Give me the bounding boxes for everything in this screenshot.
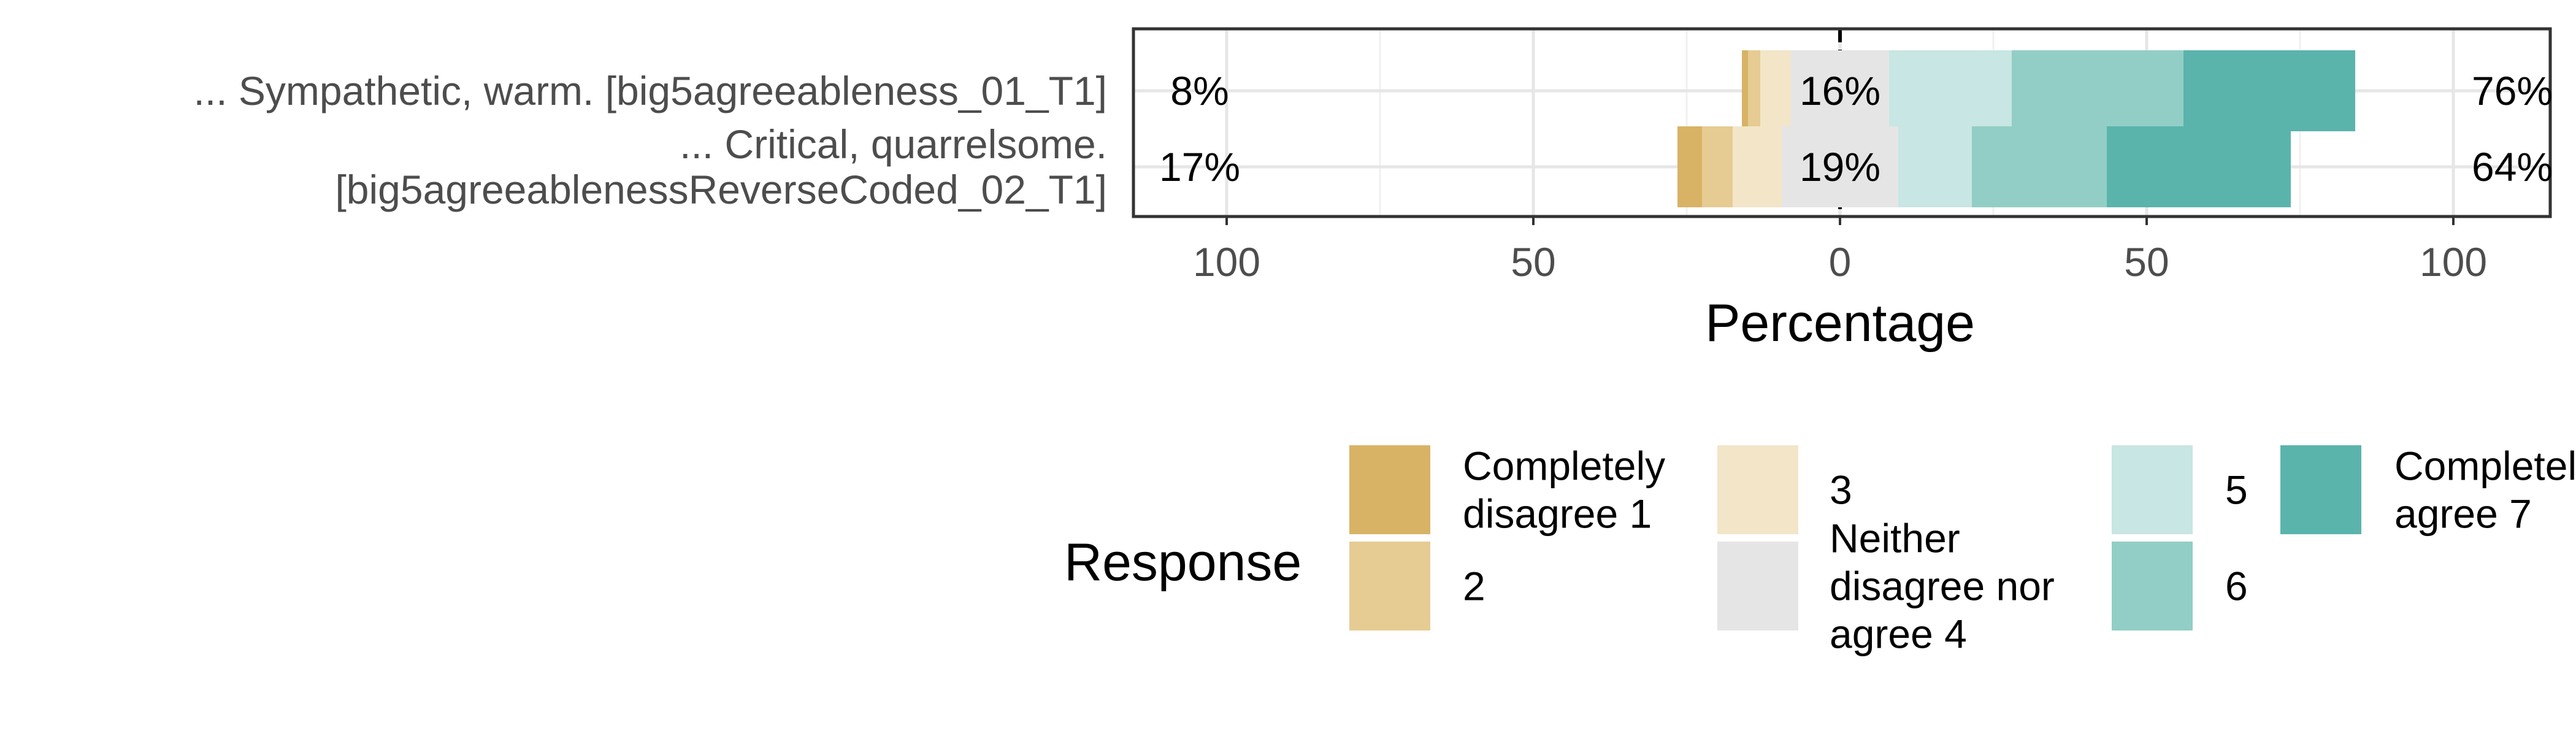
legend-label: Completely — [2394, 443, 2576, 489]
bar-segment — [2107, 126, 2291, 207]
bar-segment — [1748, 50, 1760, 131]
plot-panel-border — [1132, 27, 2552, 218]
bar-segment — [1760, 50, 1791, 131]
x-tick-label: 50 — [2124, 239, 2169, 285]
bar-segment — [1782, 126, 1898, 207]
legend-label: disagree nor — [1830, 564, 2055, 609]
legend-label: disagree 1 — [1463, 491, 1652, 537]
right-percent-label: 64% — [2472, 144, 2553, 190]
legend-key — [2280, 445, 2361, 534]
labels-layer: 8% 17% 16% 19% 76% 64% — [1159, 68, 2553, 190]
legend-key — [1349, 445, 1430, 534]
legend-label: 6 — [2225, 564, 2248, 609]
bar-segment — [2183, 50, 2355, 131]
left-percent-label: 8% — [1170, 68, 1229, 113]
bar-segment — [2012, 50, 2183, 131]
x-tick-label: 50 — [1511, 239, 1555, 285]
left-percent-label: 17% — [1159, 144, 1240, 190]
x-tick-label: 100 — [1193, 239, 1260, 285]
y-category-label: ... Critical, quarrelsome. — [680, 121, 1107, 167]
legend-key — [2112, 542, 2193, 631]
bar-segment — [1702, 126, 1733, 207]
legend-key — [1717, 542, 1798, 631]
bars-layer — [1677, 50, 2355, 207]
bar-segment — [1677, 126, 1702, 207]
bar-segment — [1889, 50, 2012, 131]
x-tick-label: 0 — [1829, 239, 1852, 285]
bar-segment — [1791, 50, 1889, 131]
x-axis-title: Percentage — [1705, 294, 1975, 353]
y-category-label: [big5agreeablenessReverseCoded_02_T1] — [335, 167, 1107, 212]
axis-layer: ... Sympathetic, warm. [big5agreeablenes… — [194, 68, 2488, 353]
right-percent-label: 76% — [2472, 68, 2553, 113]
legend-key — [1717, 445, 1798, 534]
legend-label: Completely — [1463, 443, 1665, 489]
legend-label: agree 4 — [1830, 611, 1967, 657]
legend-title: Response — [1064, 533, 1301, 592]
x-tick-label: 100 — [2420, 239, 2487, 285]
y-category-label: ... Sympathetic, warm. [big5agreeablenes… — [194, 68, 1107, 113]
legend-label: 2 — [1463, 564, 1485, 609]
center-percent-label: 19% — [1800, 144, 1880, 190]
legend-key — [2112, 445, 2193, 534]
bar-segment — [1972, 126, 2107, 207]
legend-key — [1349, 542, 1430, 631]
bar-segment — [1733, 126, 1782, 207]
legend-label: 5 — [2225, 467, 2248, 513]
center-percent-label: 16% — [1800, 68, 1880, 113]
bar-segment — [1742, 50, 1748, 131]
bar-segment — [1898, 126, 1972, 207]
legend-label: Neither — [1830, 516, 1960, 561]
legend-label: agree 7 — [2394, 491, 2532, 537]
legend-label: 3 — [1830, 467, 1852, 513]
